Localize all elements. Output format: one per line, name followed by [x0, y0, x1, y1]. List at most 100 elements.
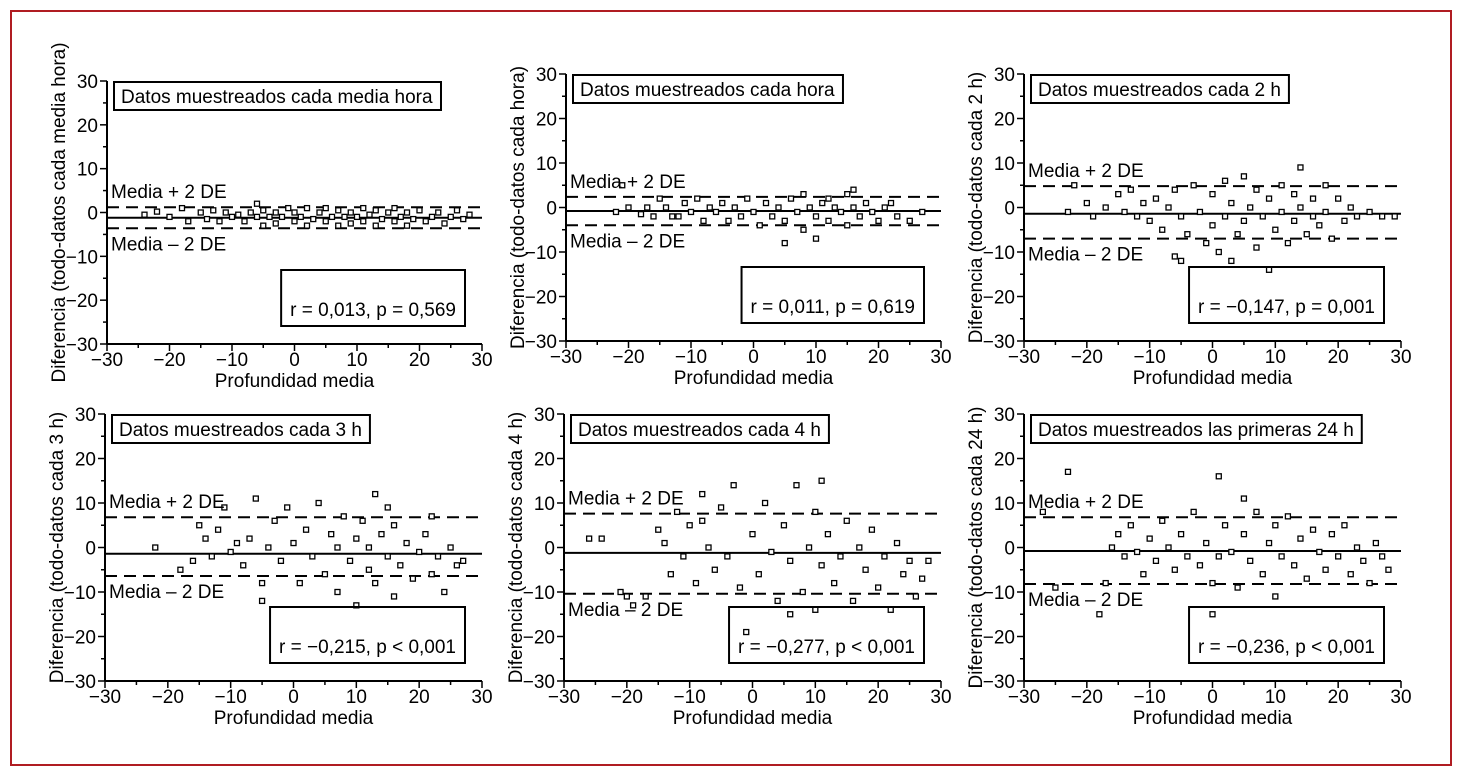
data-point [1247, 204, 1254, 211]
data-point [656, 195, 663, 202]
data-point [662, 204, 670, 211]
data-point [667, 571, 674, 578]
data-point [825, 217, 832, 225]
data-point [694, 195, 701, 202]
data-point [893, 539, 901, 547]
data-point [1121, 208, 1128, 216]
data-point [410, 215, 417, 223]
data-point [1328, 235, 1336, 242]
x-tick-label: −20 [153, 350, 185, 371]
data-point [1341, 217, 1348, 225]
data-point [669, 213, 676, 220]
data-point [1071, 182, 1078, 189]
data-point [717, 504, 725, 511]
data-point [428, 213, 436, 221]
data-point [1347, 204, 1354, 211]
chart-panel: −30 −20 −10 0 10 20 30 −30 −20 −10 0 10 20 30 Profundi… [49, 42, 493, 392]
data-point [1322, 208, 1329, 216]
data-point [818, 562, 825, 569]
data-point [1209, 579, 1216, 587]
x-tick-label: 10 [1265, 347, 1286, 368]
x-tick-label: 10 [1265, 687, 1286, 708]
x-tick-label: 0 [748, 347, 759, 368]
data-point [831, 579, 838, 587]
data-point [1253, 244, 1260, 251]
data-point [787, 195, 795, 202]
data-point [1209, 222, 1216, 229]
stat-box [740, 266, 925, 324]
y-tick-label: −30 [66, 335, 98, 356]
data-point [291, 209, 298, 216]
x-axis-label: Profundidad media [1133, 368, 1293, 389]
data-point [185, 218, 192, 225]
data-point [422, 531, 429, 538]
data-point [260, 222, 267, 229]
data-point [391, 204, 398, 212]
data-point [919, 208, 926, 216]
data-point [365, 544, 373, 551]
data-point [812, 508, 819, 516]
y-tick-label: 10 [994, 154, 1015, 175]
data-point [378, 215, 386, 223]
data-point [272, 220, 279, 227]
data-point [711, 566, 718, 573]
x-tick-label: 20 [868, 347, 889, 368]
data-point [403, 222, 411, 229]
x-tick-label: −10 [1134, 347, 1166, 368]
data-point [391, 218, 398, 225]
data-point [881, 204, 888, 211]
data-point [372, 207, 379, 214]
data-point [1209, 190, 1216, 198]
data-point [360, 218, 367, 225]
data-point [750, 208, 757, 216]
data-point [271, 517, 278, 524]
data-point [1353, 213, 1361, 220]
data-point [460, 215, 467, 223]
data-point [1127, 522, 1134, 529]
data-point [372, 222, 379, 229]
y-axis-label: Diferencia (todo-datos cada 4 h) [506, 412, 527, 683]
x-tick-label: 10 [346, 687, 367, 708]
data-point [719, 199, 726, 207]
data-point [416, 548, 423, 556]
data-point [303, 204, 311, 212]
upper-limit-label: Media + 2 DE [1028, 161, 1144, 182]
x-tick-label: 0 [1207, 347, 1218, 368]
y-tick-label: −20 [983, 288, 1015, 309]
data-point [260, 207, 267, 214]
data-point [705, 544, 712, 551]
data-point [800, 226, 807, 233]
data-point [1089, 213, 1097, 220]
data-point [334, 588, 341, 596]
data-point [831, 204, 838, 211]
data-point [1177, 257, 1185, 265]
data-point [744, 195, 751, 202]
data-point [812, 213, 820, 220]
data-point [141, 211, 148, 218]
data-point [341, 213, 348, 221]
x-tick-label: 30 [471, 687, 492, 708]
data-point [869, 208, 876, 216]
data-point [1234, 584, 1241, 591]
data-point [637, 211, 645, 218]
data-point [178, 204, 186, 212]
data-point [453, 562, 461, 569]
y-tick-label: −10 [983, 583, 1015, 604]
data-point [644, 204, 651, 211]
x-tick-label: 0 [288, 687, 299, 708]
data-point [1184, 553, 1191, 560]
data-point [1297, 535, 1304, 542]
data-point [1196, 562, 1204, 569]
lower-limit-label: Media – 2 DE [1028, 590, 1143, 611]
data-point [366, 211, 373, 218]
data-point [1165, 544, 1172, 551]
x-tick-label: −20 [1071, 347, 1103, 368]
data-point [359, 517, 366, 524]
data-point [1240, 531, 1248, 538]
data-point [447, 213, 454, 221]
x-tick-label: −20 [152, 687, 184, 708]
data-point [434, 553, 442, 560]
data-point [302, 526, 310, 533]
data-point [623, 593, 630, 600]
